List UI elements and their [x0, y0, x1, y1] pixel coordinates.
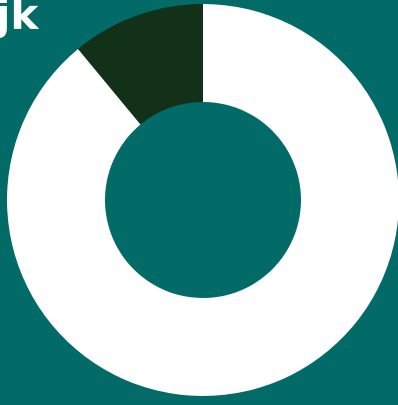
donut-slice-0: [7, 4, 398, 396]
donut-slice-1: [78, 4, 203, 125]
chart-title: jk: [0, 0, 39, 39]
